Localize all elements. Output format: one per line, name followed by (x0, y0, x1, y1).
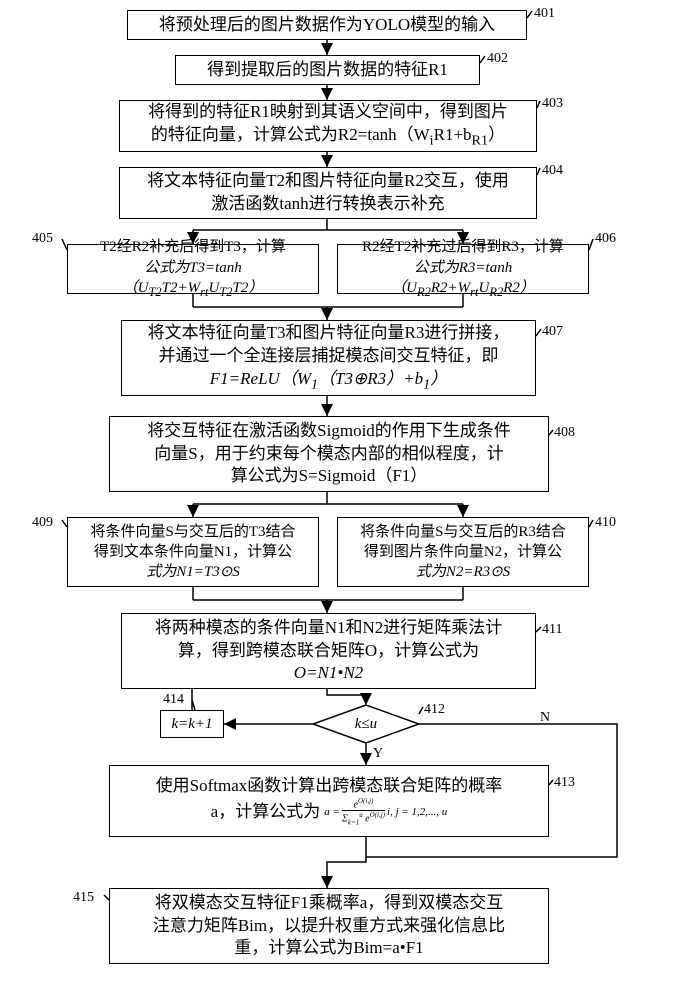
step-line2: 算，得到跨模态联合矩阵O，计算公式为 (178, 640, 479, 663)
step-label-403: 403 (542, 96, 563, 112)
step-line1: 使用Softmax函数计算出跨模态联合矩阵的概率 (156, 775, 503, 798)
step-line2: 得到文本条件向量N1，计算公 (94, 542, 292, 562)
step-line3: 重，计算公式为Bim=a•F1 (234, 937, 423, 960)
step-410: 将条件向量S与交互后的R3结合 得到图片条件向量N2，计算公 式为N2=R3⊙S (337, 517, 589, 587)
step-line2: 向量S，用于约束每个模态内部的相似程度，计 (154, 443, 503, 466)
step-label-404: 404 (542, 163, 563, 179)
step-label-412: 412 (424, 702, 445, 718)
step-411: 将两种模态的条件向量N1和N2进行矩阵乘法计 算，得到跨模态联合矩阵O，计算公式… (121, 613, 536, 689)
step-line1: 将条件向量S与交互后的T3结合 (90, 522, 295, 542)
step-line1: 将得到的特征R1映射到其语义空间中，得到图片 (148, 101, 508, 124)
step-label-409: 409 (32, 515, 53, 531)
step-404: 将文本特征向量T2和图片特征向量R2交互，使用 激活函数tanh进行转换表示补充 (119, 167, 537, 219)
step-line1: 将双模态交互特征F1乘概率a，得到双模态交互 (155, 892, 504, 915)
step-line2: 并通过一个全连接层捕捉模态间交互特征，即 (159, 345, 499, 368)
decision-412: k≤u (313, 705, 419, 743)
step-403: 将得到的特征R1映射到其语义空间中，得到图片 的特征向量，计算公式为R2=tan… (119, 100, 537, 152)
step-line1: 将文本特征向量T2和图片特征向量R2交互，使用 (147, 170, 509, 193)
step-label-413: 413 (554, 775, 575, 791)
step-414: k=k+1 (160, 710, 224, 738)
step-401: 将预处理后的图片数据作为YOLO模型的输入 (127, 10, 527, 40)
label-n: N (540, 710, 550, 726)
step-line3: 式为N1=T3⊙S (146, 562, 240, 582)
step-402: 得到提取后的图片数据的特征R1 (175, 55, 480, 85)
step-label-410: 410 (595, 515, 616, 531)
step-label-405: 405 (32, 231, 53, 247)
step-text: 得到提取后的图片数据的特征R1 (207, 59, 448, 82)
step-line2: 公式为R3=tanh（UR2R2+WrtUR2R2） (344, 258, 582, 301)
step-407: 将文本特征向量T3和图片特征向量R3进行拼接， 并通过一个全连接层捕捉模态间交互… (121, 320, 536, 396)
step-415: 将双模态交互特征F1乘概率a，得到双模态交互 注意力矩阵Bim，以提升权重方式来… (109, 888, 549, 964)
step-line3: 式为N2=R3⊙S (416, 562, 510, 582)
step-label-415: 415 (73, 890, 94, 906)
step-text: 将预处理后的图片数据作为YOLO模型的输入 (159, 14, 495, 37)
step-label-407: 407 (542, 324, 563, 340)
step-line1: 将交互特征在激活函数Sigmoid的作用下生成条件 (147, 420, 511, 443)
step-line3: F1=ReLU（W1（T3⊕R3）+b1） (210, 368, 447, 395)
step-408: 将交互特征在激活函数Sigmoid的作用下生成条件 向量S，用于约束每个模态内部… (109, 416, 549, 492)
step-405: T2经R2补充后得到T3，计算 公式为T3=tanh（UT2T2+WrtUT2T… (67, 244, 319, 294)
step-413: 使用Softmax函数计算出跨模态联合矩阵的概率 a，计算公式为 a = eO(… (109, 765, 549, 837)
step-text: k=k+1 (171, 714, 212, 734)
step-label-402: 402 (487, 51, 508, 67)
step-line1: 将两种模态的条件向量N1和N2进行矩阵乘法计 (155, 617, 503, 640)
step-line3: O=N1•N2 (294, 662, 363, 685)
step-line1: 将条件向量S与交互后的R3结合 (360, 522, 566, 542)
step-label-411: 411 (542, 622, 562, 638)
step-line2: 的特征向量，计算公式为R2=tanh（WiR1+bR1） (151, 124, 505, 151)
step-line3: 算公式为S=Sigmoid（F1） (231, 465, 428, 488)
decision-text: k≤u (355, 716, 377, 733)
step-409: 将条件向量S与交互后的T3结合 得到文本条件向量N1，计算公 式为N1=T3⊙S (67, 517, 319, 587)
step-line2: 激活函数tanh进行转换表示补充 (211, 193, 444, 216)
step-line2: a，计算公式为 (211, 801, 321, 824)
step-line1: R2经T2补充过后得到R3，计算 (362, 237, 564, 257)
step-label-401: 401 (534, 6, 555, 22)
step-label-408: 408 (554, 425, 575, 441)
step-label-406: 406 (595, 231, 616, 247)
step-line2: 注意力矩阵Bim，以提升权重方式来强化信息比 (153, 915, 505, 938)
formula: a = eO(i,j) Σk=1u eO(i,j) i, j = 1,2,...… (324, 798, 447, 827)
step-label-414: 414 (163, 692, 184, 708)
step-406: R2经T2补充过后得到R3，计算 公式为R3=tanh（UR2R2+WrtUR2… (337, 244, 589, 294)
label-y: Y (373, 746, 383, 762)
step-line1: T2经R2补充后得到T3，计算 (100, 237, 286, 257)
step-line2: 得到图片条件向量N2，计算公 (364, 542, 562, 562)
step-line1: 将文本特征向量T3和图片特征向量R3进行拼接， (148, 322, 510, 345)
step-line2: 公式为T3=tanh（UT2T2+WrtUT2T2） (74, 258, 312, 301)
